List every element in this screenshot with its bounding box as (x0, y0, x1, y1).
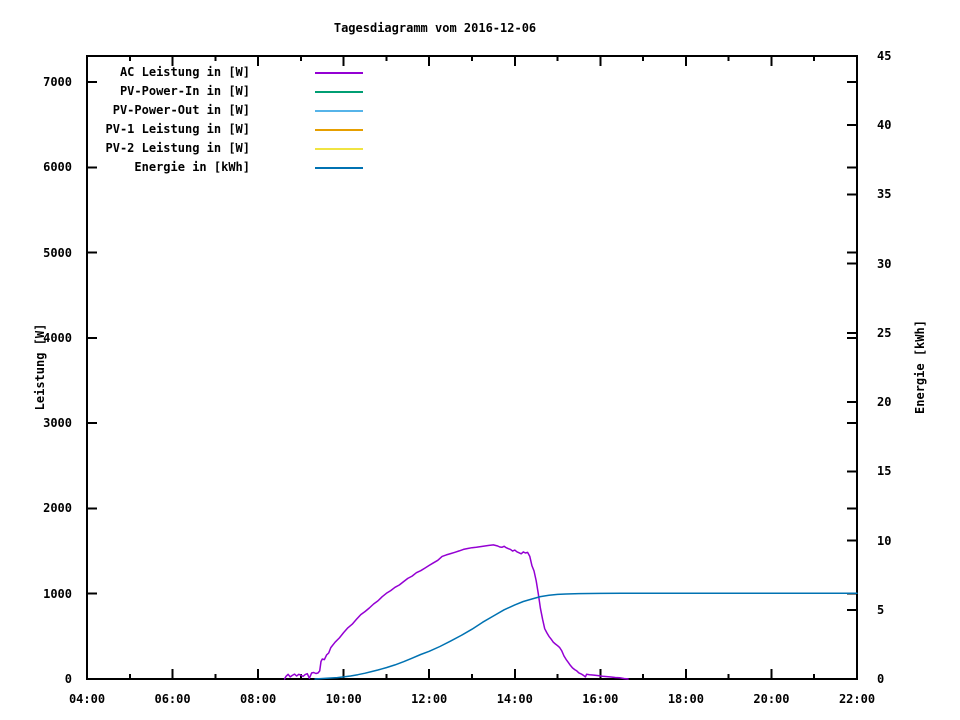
legend-label: PV-Power-Out in [W] (112, 103, 250, 117)
y2-tick-label: 5 (877, 602, 885, 617)
legend-item-pv1-leistung: PV-1 Leistung in [W] (0, 121, 420, 139)
y2-tick-label: 15 (877, 464, 892, 479)
y2-tick-label: 25 (877, 325, 892, 340)
x-tick-label: 06:00 (154, 692, 191, 706)
y-tick-label: 1000 (43, 586, 72, 601)
y2-tick-label: 35 (877, 187, 892, 202)
y-tick-label: 0 (64, 672, 72, 686)
y-tick-label: 7000 (43, 75, 72, 89)
x-tick-label: 18:00 (667, 692, 704, 706)
series-line-0 (283, 544, 629, 680)
legend-line-sample (315, 72, 363, 74)
legend-line-sample (315, 129, 363, 131)
x-tick-label: 10:00 (325, 692, 362, 706)
y2-tick-label: 10 (877, 533, 892, 548)
legend-label: PV-1 Leistung in [W] (105, 122, 251, 136)
y2-tick-label: 45 (877, 49, 892, 63)
y-tick-label: 6000 (43, 160, 72, 175)
y-tick-label: 3000 (43, 416, 72, 431)
legend-item-pv2-leistung: PV-2 Leistung in [W] (0, 140, 420, 158)
legend-line-sample (315, 148, 363, 150)
x-tick-label: 20:00 (753, 692, 790, 706)
y2-tick-label: 40 (877, 118, 892, 133)
legend-label: AC Leistung in [W] (119, 65, 250, 79)
legend-item-pv-power-in: PV-Power-In in [W] (0, 83, 420, 101)
x-tick-label: 14:00 (496, 692, 533, 706)
x-tick-label: 16:00 (582, 692, 619, 706)
legend-label: PV-Power-In in [W] (119, 84, 250, 98)
legend-label: Energie in [kWh] (134, 160, 250, 174)
y2-tick-label: 20 (877, 395, 892, 410)
y-tick-label: 5000 (43, 245, 72, 260)
x-tick-label: 12:00 (411, 692, 448, 706)
legend-label: PV-2 Leistung in [W] (105, 141, 251, 155)
x-tick-label: 04:00 (68, 692, 106, 706)
legend-line-sample (315, 167, 363, 169)
y-tick-label: 4000 (43, 330, 72, 345)
legend-item-energie: Energie in [kWh] (0, 159, 420, 177)
y2-tick-label: 0 (877, 672, 885, 686)
legend-line-sample (315, 110, 363, 112)
legend-line-sample (315, 91, 363, 93)
y2-tick-label: 30 (877, 256, 892, 271)
legend-item-ac-leistung: AC Leistung in [W] (0, 64, 420, 82)
x-tick-label: 08:00 (240, 692, 277, 706)
chart-title: Tagesdiagramm vom 2016-12-06 (333, 21, 537, 35)
y2-axis-label: Energie [kWh] (913, 320, 927, 414)
x-tick-label: 22:00 (838, 692, 876, 706)
series-line-5 (314, 592, 858, 680)
legend-item-pv-power-out: PV-Power-Out in [W] (0, 102, 420, 120)
y-tick-label: 2000 (43, 501, 72, 516)
